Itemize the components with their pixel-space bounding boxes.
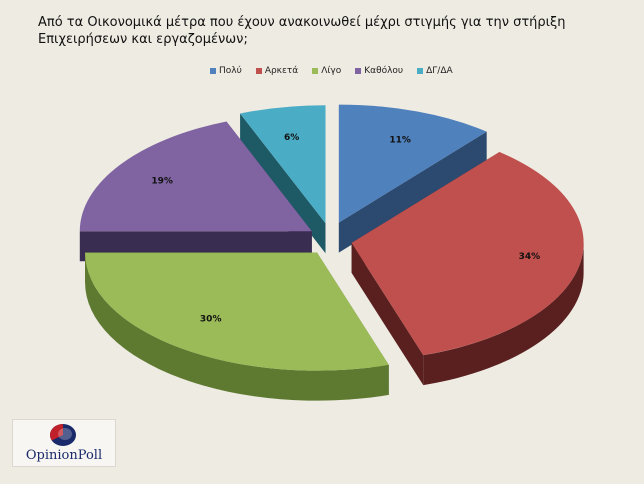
legend-item-dgda: ΔΓ/ΔΑ: [417, 66, 453, 76]
data-label-katholou: 19%: [151, 176, 173, 186]
legend-swatch-polu: [210, 68, 216, 74]
legend-label-ligo: Λίγο: [321, 66, 342, 76]
pie-slice-ligo: [85, 252, 389, 401]
logo-mark-icon: [50, 424, 76, 446]
chart-title: Από τα Οικονομικά μέτρα που έχουν ανακοι…: [38, 14, 598, 48]
pie-slice-polu: [338, 104, 487, 253]
pie-slice-dgda: [240, 105, 326, 254]
slice-top-polu: [338, 104, 487, 223]
legend-item-polu: Πολύ: [210, 66, 242, 76]
legend-swatch-katholou: [355, 68, 362, 74]
data-label-dgda: 6%: [284, 133, 299, 143]
legend-label-dgda: ΔΓ/ΔΑ: [426, 66, 453, 76]
slice-top-katholou: [79, 121, 312, 232]
data-label-arketa: 34%: [519, 252, 541, 262]
legend-label-katholou: Καθόλου: [364, 66, 404, 76]
legend-swatch-ligo: [312, 68, 319, 74]
opinionpoll-logo: OpinionPoll: [12, 419, 116, 467]
chart-title-line-1: Από τα Οικονομικά μέτρα που έχουν ανακοι…: [38, 15, 566, 30]
data-label-polu: 11%: [389, 136, 411, 146]
legend-swatch-dgda: [417, 68, 424, 74]
slice-rim-arketa-0: [423, 242, 584, 386]
legend-item-katholou: Καθόλου: [355, 66, 403, 76]
slice-top-dgda: [240, 105, 326, 224]
legend-item-ligo: Λίγο: [312, 66, 341, 76]
chart-title-line-2: Επιχειρήσεων και εργαζομένων;: [38, 32, 248, 47]
legend-item-arketa: Αρκετά: [255, 66, 299, 76]
chart-legend: Πολύ Αρκετά Λίγο Καθόλου ΔΓ/ΔΑ: [210, 66, 453, 76]
slice-top-arketa: [351, 152, 584, 356]
slice-wall-dgda-0: [240, 113, 326, 254]
slice-wall-polu-1: [338, 131, 487, 253]
slice-rim-ligo-0: [85, 252, 389, 401]
logo-text: OpinionPoll: [25, 448, 103, 463]
legend-label-polu: Πολύ: [219, 66, 242, 76]
legend-swatch-arketa: [255, 68, 262, 74]
slice-wall-arketa-1: [351, 242, 424, 386]
pie-slice-arketa: [351, 152, 584, 386]
data-label-ligo: 30%: [200, 314, 222, 324]
slice-top-ligo: [85, 252, 389, 371]
legend-label-arketa: Αρκετά: [264, 66, 299, 76]
